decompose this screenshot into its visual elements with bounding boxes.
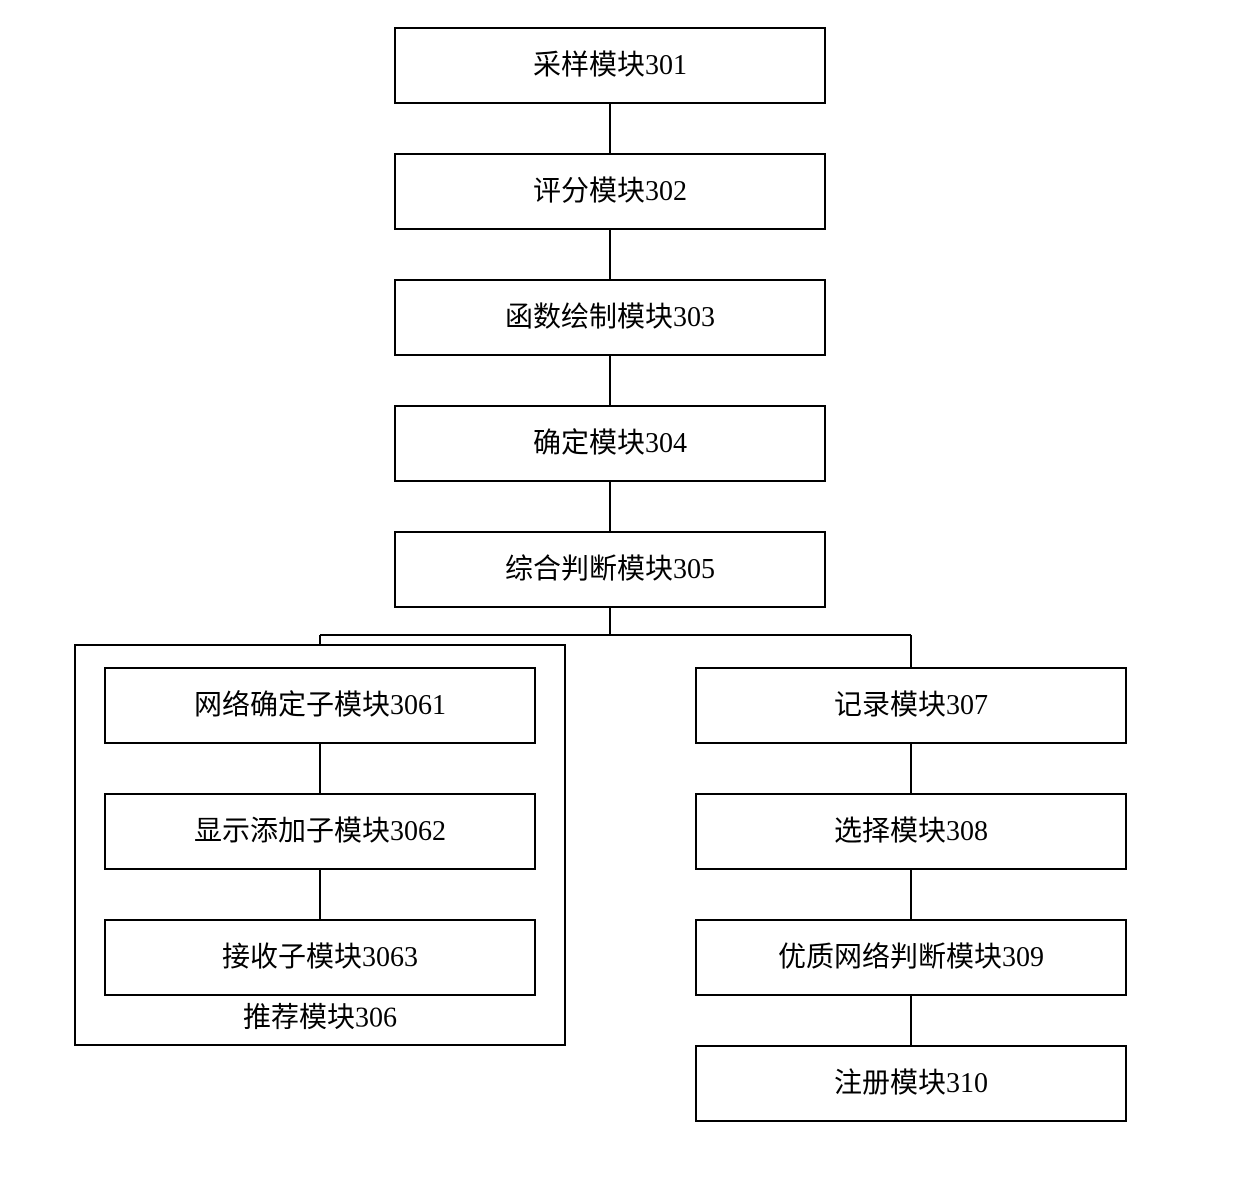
node-n3062-label: 显示添加子模块3062 [194,815,446,847]
node-n302-label: 评分模块302 [533,175,687,207]
node-n308-label: 选择模块308 [834,815,988,847]
node-n309-label: 优质网络判断模块309 [778,941,1044,973]
node-n301-label: 采样模块301 [533,49,687,81]
node-n305-label: 综合判断模块305 [505,553,715,585]
node-n3061-label: 网络确定子模块3061 [194,689,446,721]
node-n304-label: 确定模块304 [533,427,687,459]
node-n3063-label: 接收子模块3063 [222,941,418,973]
node-n310-label: 注册模块310 [834,1067,988,1099]
node-n307-label: 记录模块307 [834,689,988,721]
node-n303-label: 函数绘制模块303 [505,301,715,333]
flowchart: 采样模块301 评分模块302 函数绘制模块303 确定模块304 综合判断模块305 记… [0,0,1240,1197]
container-n306-label: 推荐模块306 [243,1001,397,1033]
